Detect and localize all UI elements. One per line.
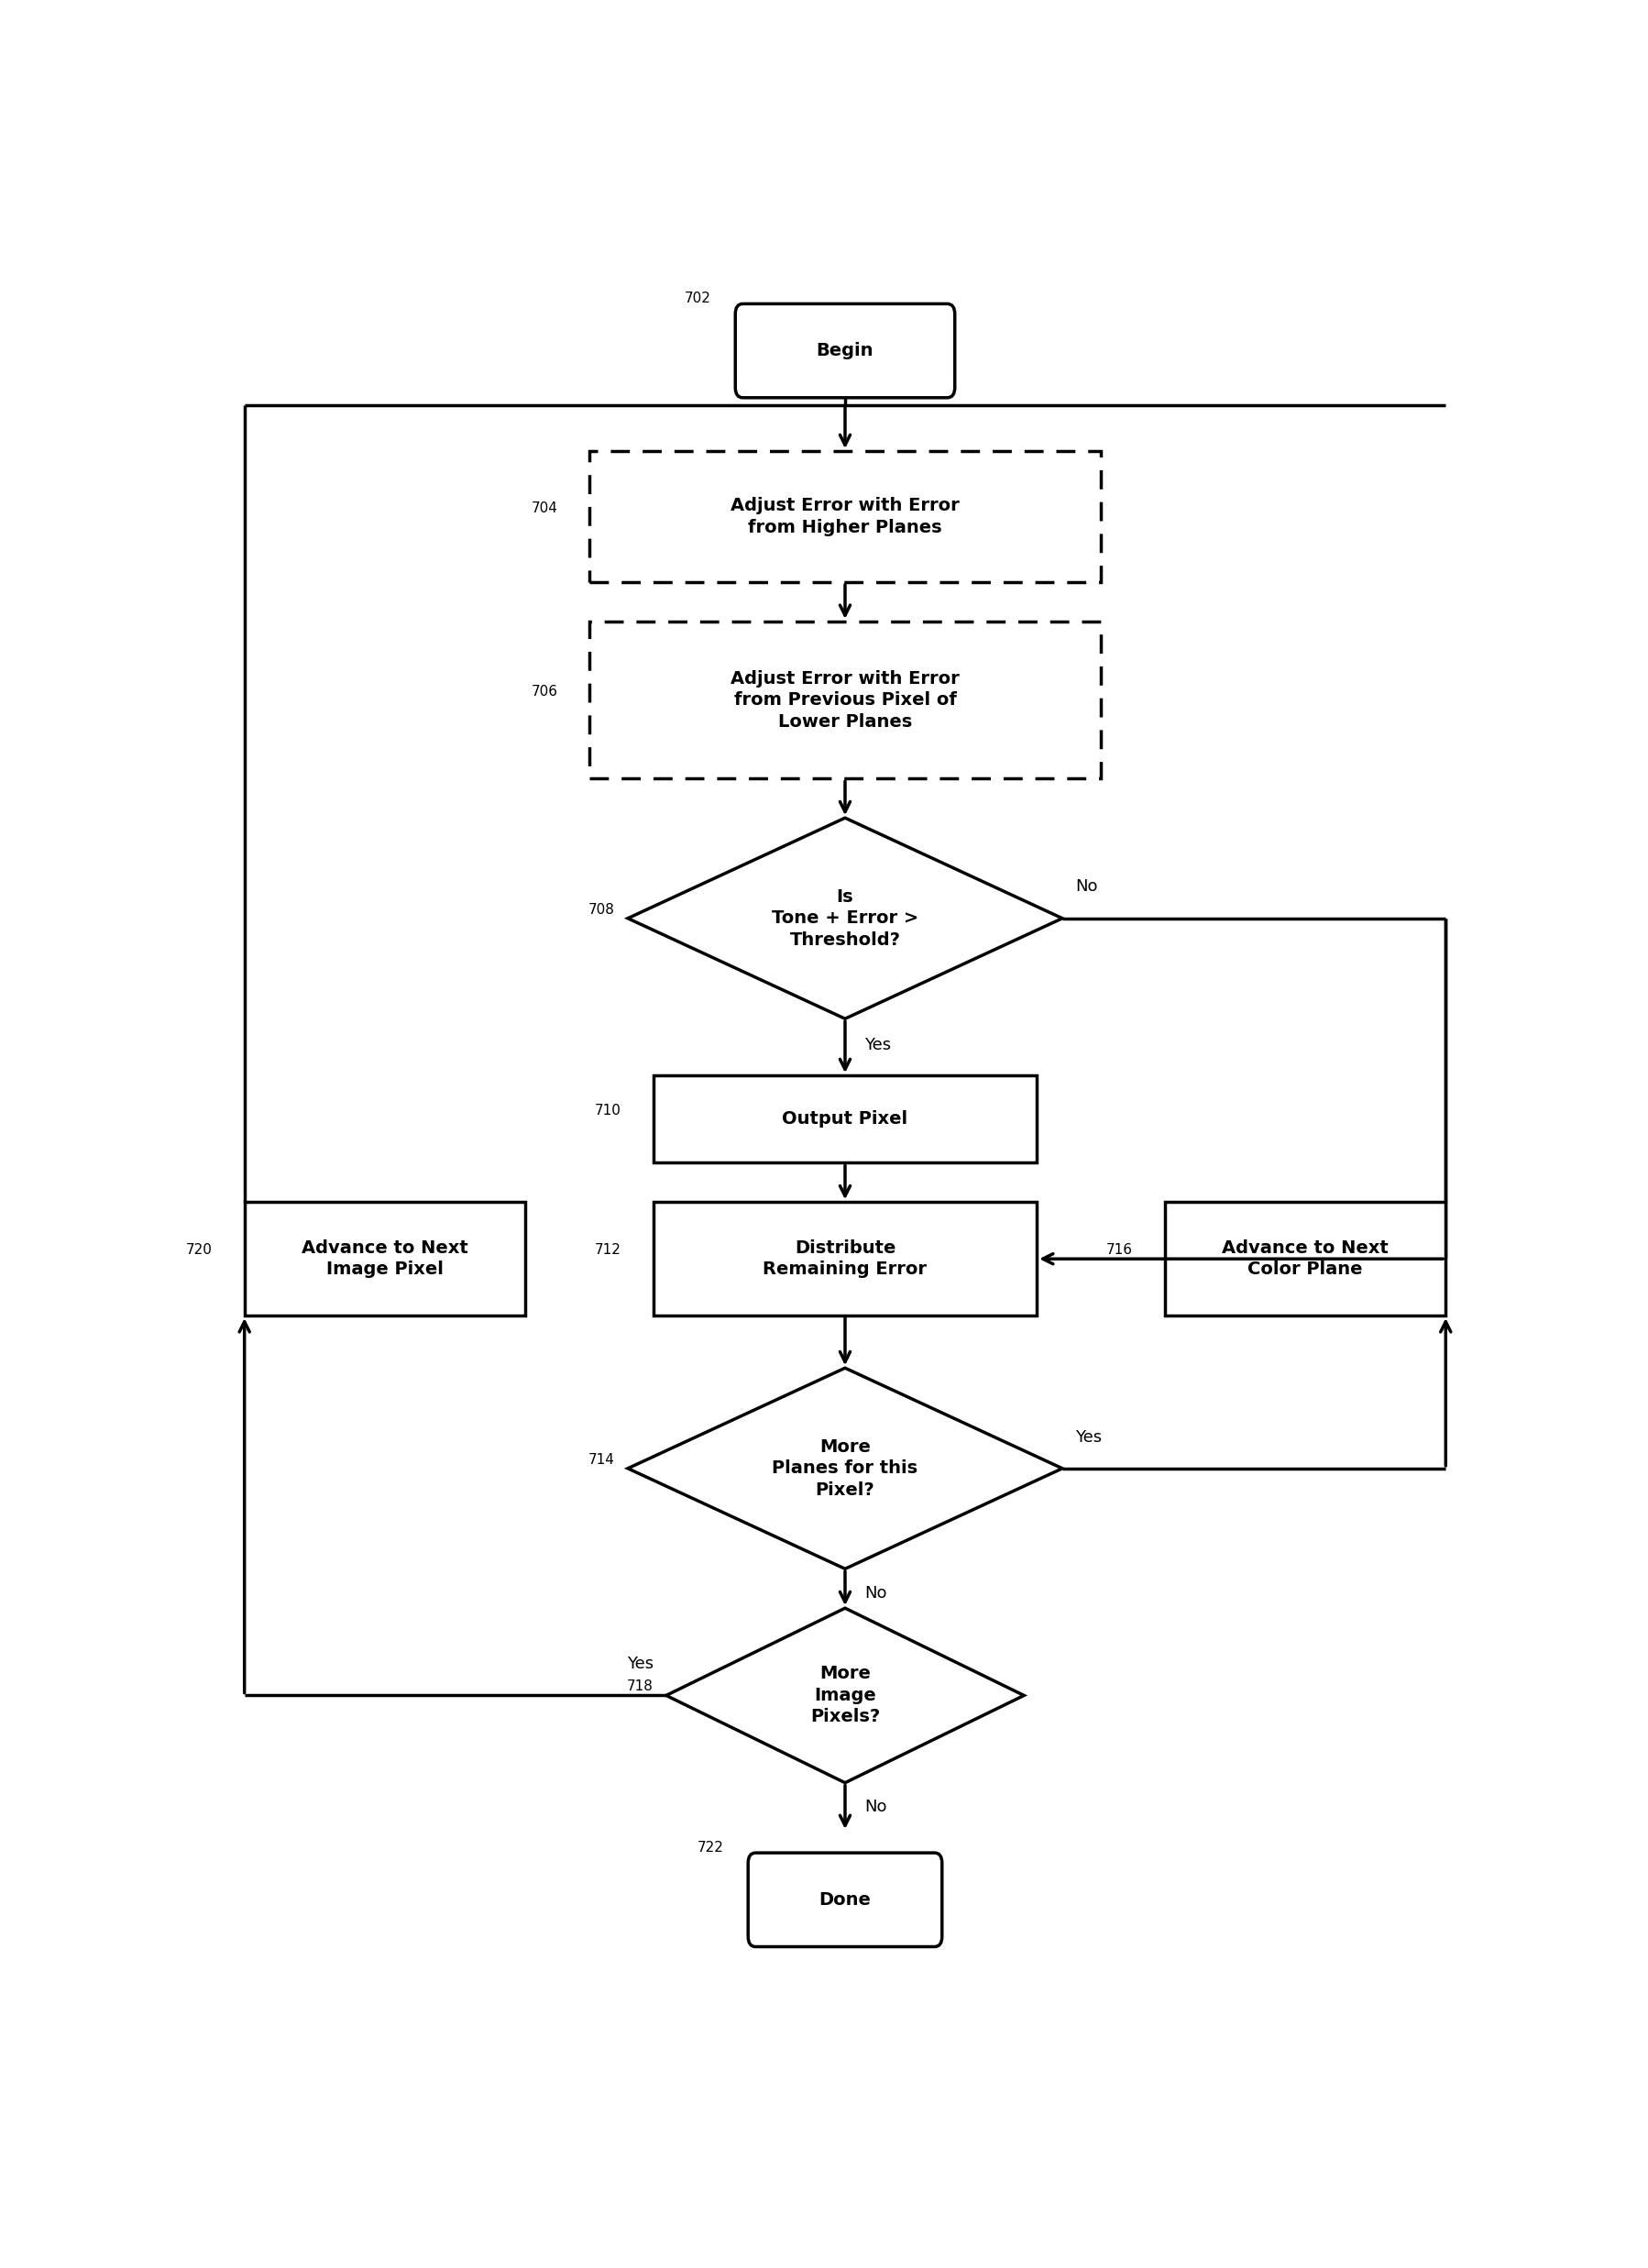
Text: Yes: Yes (864, 1036, 890, 1052)
Text: 704: 704 (531, 501, 557, 515)
Text: More
Image
Pixels?: More Image Pixels? (809, 1665, 880, 1726)
Text: 720: 720 (186, 1243, 213, 1256)
Text: Distribute
Remaining Error: Distribute Remaining Error (763, 1238, 926, 1279)
Text: Adjust Error with Error
from Higher Planes: Adjust Error with Error from Higher Plan… (730, 497, 959, 535)
Text: 706: 706 (531, 685, 557, 699)
Bar (653, 1075, 1037, 1163)
Text: No: No (864, 1799, 887, 1814)
Text: Advance to Next
Image Pixel: Advance to Next Image Pixel (302, 1238, 468, 1279)
Text: No: No (864, 1585, 887, 1601)
Text: Begin: Begin (816, 342, 873, 358)
Text: 708: 708 (588, 903, 615, 916)
FancyBboxPatch shape (735, 304, 954, 397)
Text: More
Planes for this
Pixel?: More Planes for this Pixel? (771, 1438, 918, 1499)
Polygon shape (628, 1368, 1061, 1569)
Text: 714: 714 (588, 1454, 615, 1467)
Bar (590, 451, 1101, 583)
Bar (244, 1202, 526, 1315)
Text: Output Pixel: Output Pixel (781, 1111, 908, 1127)
Text: Adjust Error with Error
from Previous Pixel of
Lower Planes: Adjust Error with Error from Previous Pi… (730, 669, 959, 730)
Bar (1163, 1202, 1445, 1315)
Text: Advance to Next
Color Plane: Advance to Next Color Plane (1221, 1238, 1388, 1279)
Text: No: No (1074, 878, 1098, 896)
Text: 722: 722 (697, 1842, 723, 1855)
Bar (590, 621, 1101, 778)
Text: Yes: Yes (1074, 1429, 1101, 1445)
FancyBboxPatch shape (748, 1853, 941, 1946)
Text: 702: 702 (684, 293, 710, 306)
Text: Done: Done (819, 1892, 870, 1907)
Text: Is
Tone + Error >
Threshold?: Is Tone + Error > Threshold? (771, 889, 918, 948)
Text: 718: 718 (626, 1681, 653, 1694)
Text: Yes: Yes (626, 1656, 653, 1672)
Polygon shape (666, 1608, 1023, 1783)
Polygon shape (628, 819, 1061, 1018)
Bar (653, 1202, 1037, 1315)
Text: 712: 712 (595, 1243, 621, 1256)
Text: 716: 716 (1106, 1243, 1132, 1256)
Text: 710: 710 (595, 1105, 621, 1118)
